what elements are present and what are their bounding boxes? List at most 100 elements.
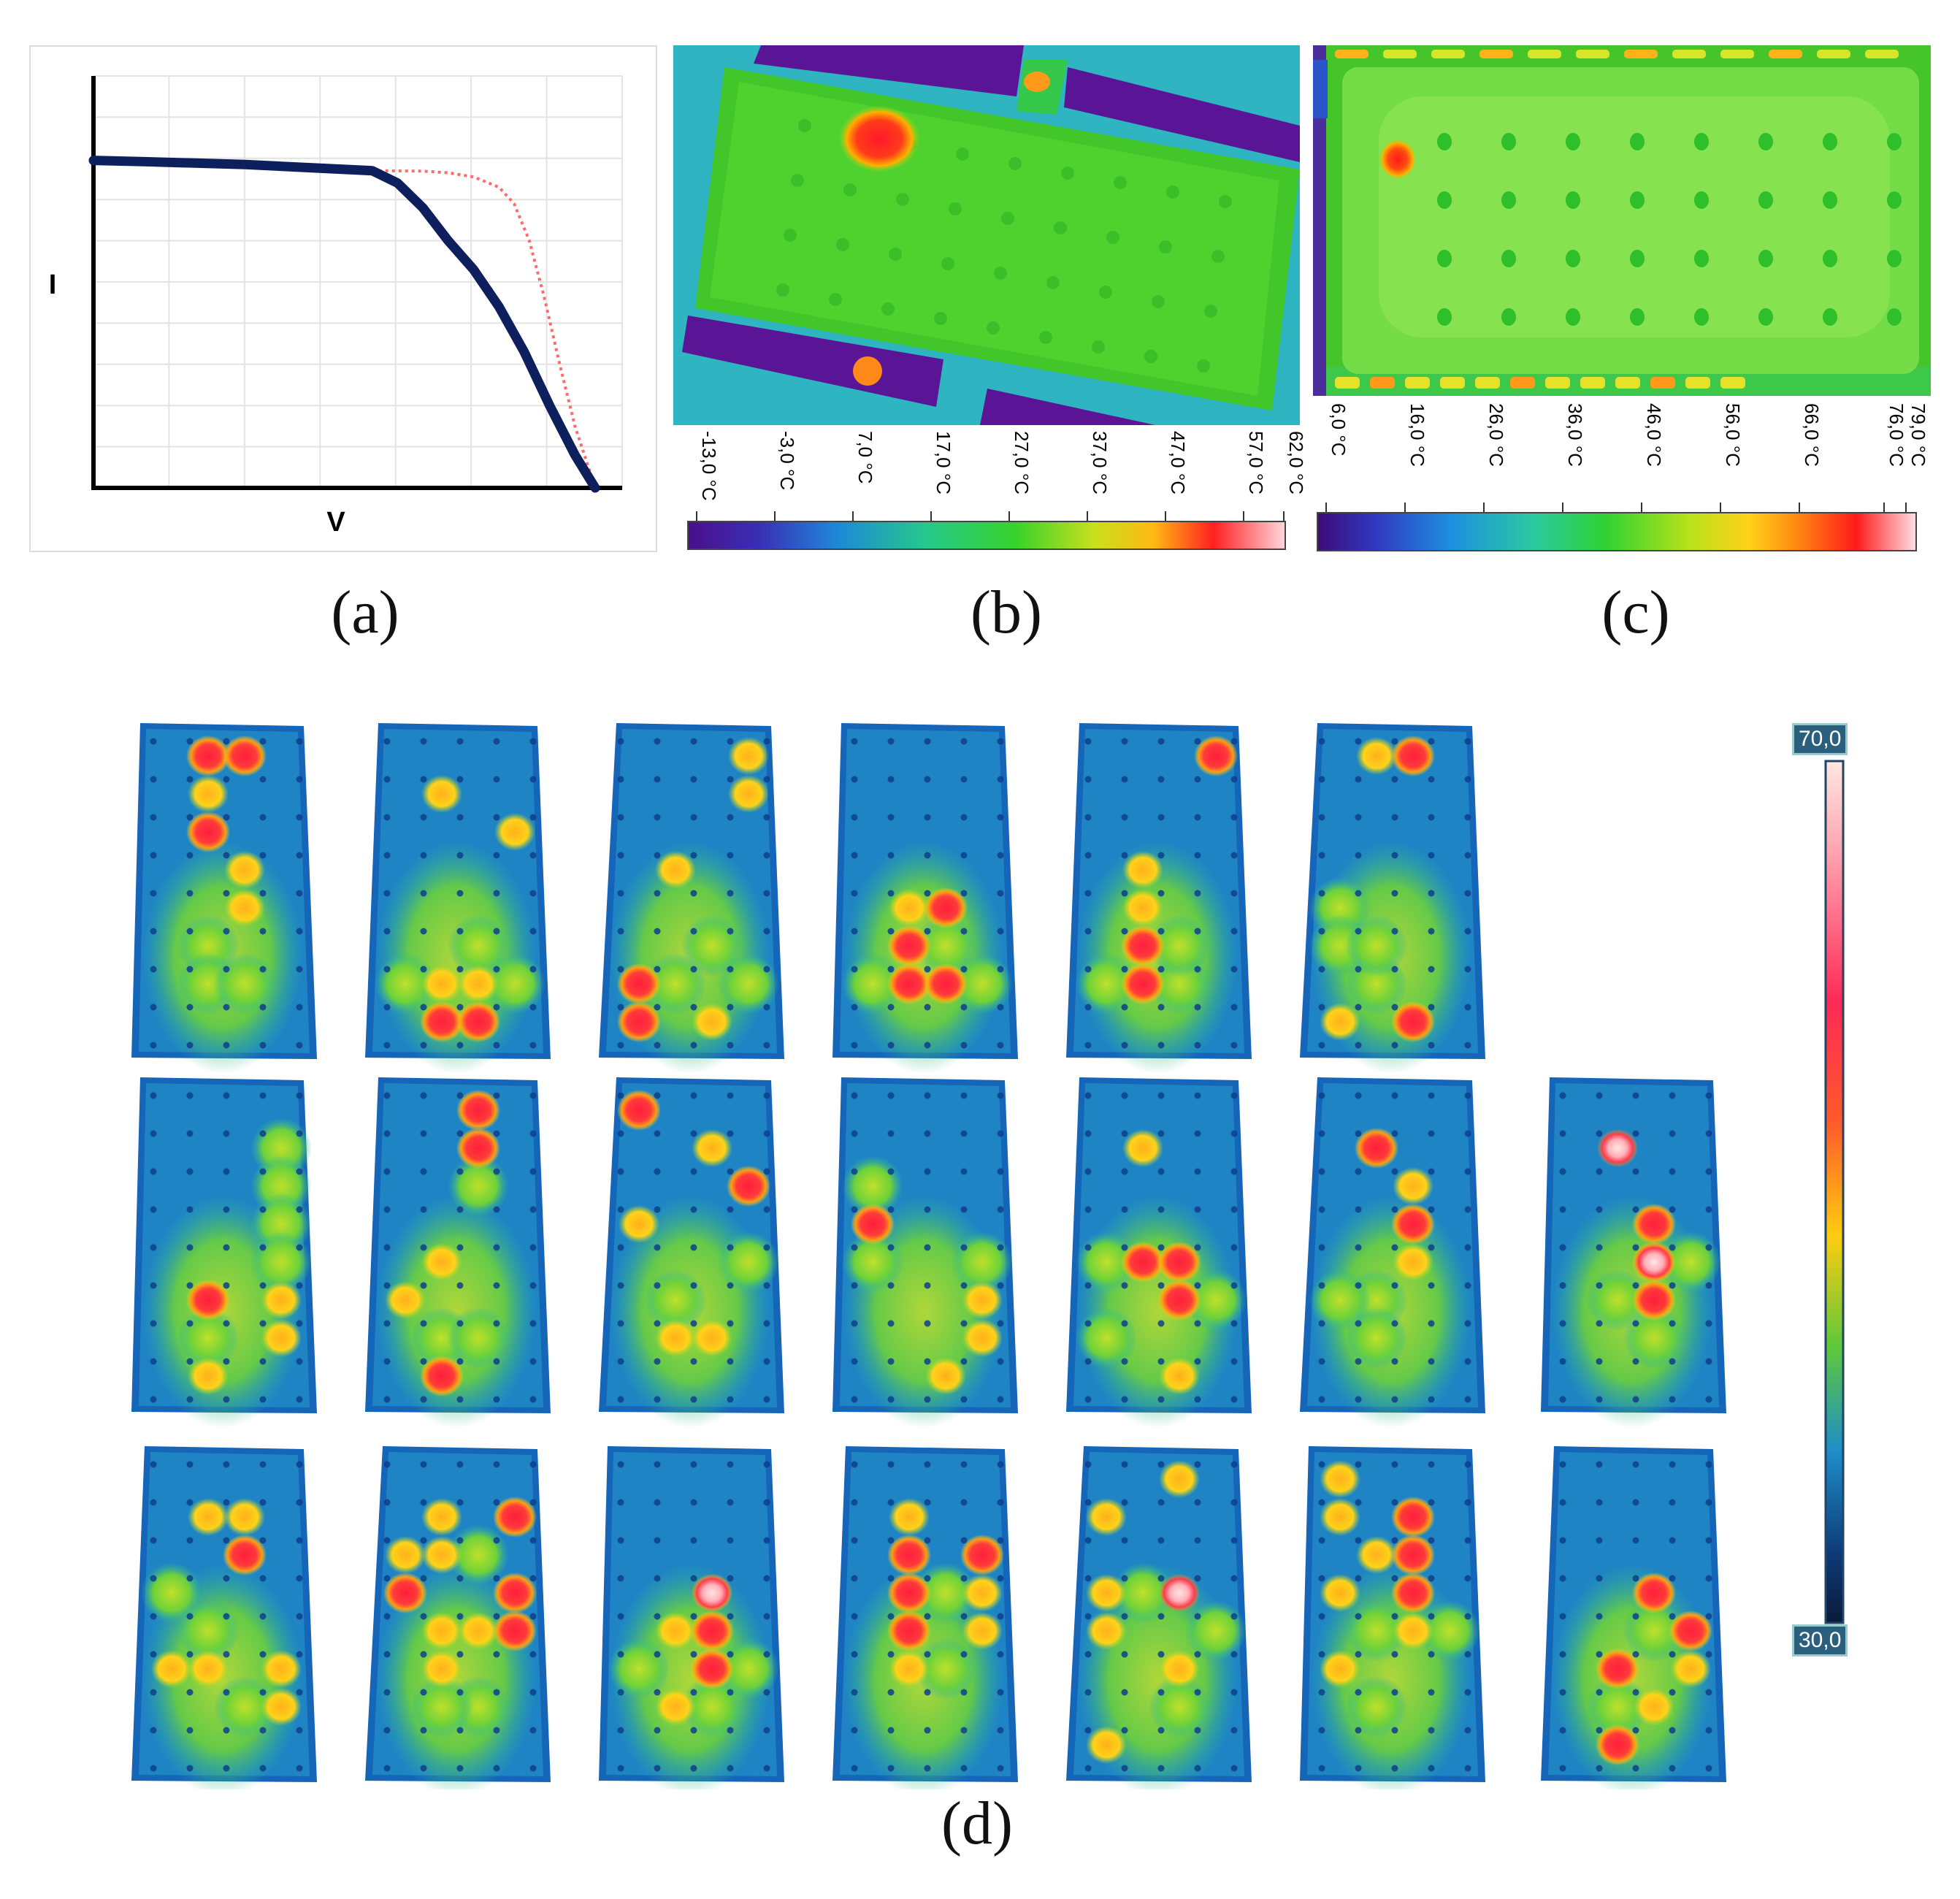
cell-dot [843, 183, 857, 196]
cell-dot [529, 1651, 537, 1658]
cell-dot [1194, 738, 1201, 745]
edge-warm [1580, 377, 1605, 389]
cell-dot [1194, 1042, 1201, 1049]
warm-cell [261, 1319, 302, 1357]
cell-dot [1157, 1537, 1165, 1544]
cell-dot [887, 1689, 895, 1696]
cell-dot [259, 1537, 267, 1544]
cell-dot [776, 283, 789, 297]
cell-dot [763, 1651, 770, 1658]
scale-tick-label: 7,0 °C [854, 431, 876, 484]
cell-dot [493, 1396, 500, 1403]
cell-dot [763, 1130, 770, 1137]
panel-a: V I [29, 45, 657, 552]
cell-dot [1318, 1651, 1325, 1658]
cell-dot [1157, 814, 1165, 821]
cell-dot [1355, 1206, 1362, 1213]
caption-a: (a) [331, 578, 399, 646]
cell-dot [924, 1320, 931, 1327]
cell-dot [1355, 1320, 1362, 1327]
cell-dot [1596, 1765, 1603, 1772]
cell-dot [1355, 1765, 1362, 1772]
cell-dot [383, 890, 391, 897]
cell-dot [1596, 1461, 1603, 1468]
cell-dot [259, 966, 267, 973]
cell-dot [150, 1765, 157, 1772]
cell-dot [186, 814, 194, 821]
cell-dot [420, 738, 427, 745]
cell-dot [1157, 1613, 1165, 1620]
cell-dot [383, 814, 391, 821]
cell-dot [1355, 1461, 1362, 1468]
cell-dot [1121, 1499, 1128, 1506]
cell-dot [763, 1244, 770, 1251]
cell-dot [924, 1499, 931, 1506]
cell-dot [1355, 890, 1362, 897]
cell-dot [529, 1004, 537, 1011]
cell-dot [727, 1765, 734, 1772]
cell-dot [690, 1575, 697, 1582]
cell-dot [259, 1575, 267, 1582]
cell-dot [887, 1396, 895, 1403]
cell-dot [763, 1358, 770, 1365]
hot-cell [420, 1001, 464, 1042]
warm-cell [421, 1650, 462, 1688]
cell-dot [851, 852, 858, 859]
warm-cell [1320, 1003, 1360, 1041]
y-axis-label: I [49, 270, 57, 300]
cell-dot [223, 738, 230, 745]
cell-dot [420, 1092, 427, 1099]
cell-dot [456, 1358, 464, 1365]
cell-dot [887, 1537, 895, 1544]
cell-dot [420, 928, 427, 935]
cell-dot [1559, 1499, 1566, 1506]
hot-cell [1355, 1128, 1398, 1169]
cell-dot [654, 1358, 661, 1365]
cell-dot [960, 814, 968, 821]
cell-dot [383, 1092, 391, 1099]
warm-cell [421, 1536, 462, 1574]
cell-dot [1230, 1613, 1238, 1620]
cell-dot [763, 1689, 770, 1696]
cell-dot [1559, 1537, 1566, 1544]
cell-dot [493, 776, 500, 783]
cell-dot [529, 1575, 537, 1582]
cell-dot [690, 1613, 697, 1620]
thermal-image-b [673, 45, 1300, 425]
cell-dot [1194, 1282, 1201, 1289]
module-thermogram [1300, 723, 1485, 1074]
cell-dot [1121, 1651, 1128, 1658]
cell-dot [493, 1320, 500, 1327]
cell-dot [1391, 1168, 1398, 1175]
scale-tick-label: 57,0 °C [1245, 431, 1267, 494]
cell-dot [1318, 1358, 1325, 1365]
cell-dot [1230, 852, 1238, 859]
cell-dot [296, 966, 303, 973]
hot-cell [420, 1356, 464, 1396]
cell-dot [654, 890, 661, 897]
cell-dot [1318, 1613, 1325, 1620]
cell-dot [690, 852, 697, 859]
cell-dot [960, 1244, 968, 1251]
warm-cell [421, 965, 462, 1003]
cell-dot [727, 1244, 734, 1251]
cell-dot [1391, 928, 1398, 935]
cell-dot [851, 1461, 858, 1468]
cell-dot [1355, 1537, 1362, 1544]
cell-dot [727, 1613, 734, 1620]
cell-dot [1121, 1130, 1128, 1137]
cell-dot [150, 738, 157, 745]
cell-dot [727, 1004, 734, 1011]
cell-dot [420, 1461, 427, 1468]
cell-dot [296, 1042, 303, 1049]
cell-dot [259, 890, 267, 897]
cell-dot [186, 1244, 194, 1251]
cell-dot [259, 1320, 267, 1327]
hot-cell [887, 1573, 931, 1613]
cell-dot [617, 1004, 624, 1011]
cell-dot [763, 852, 770, 859]
cell-dot [1114, 176, 1127, 189]
cell-dot [1632, 1244, 1639, 1251]
cell-dot [727, 1575, 734, 1582]
cell-dot [654, 928, 661, 935]
